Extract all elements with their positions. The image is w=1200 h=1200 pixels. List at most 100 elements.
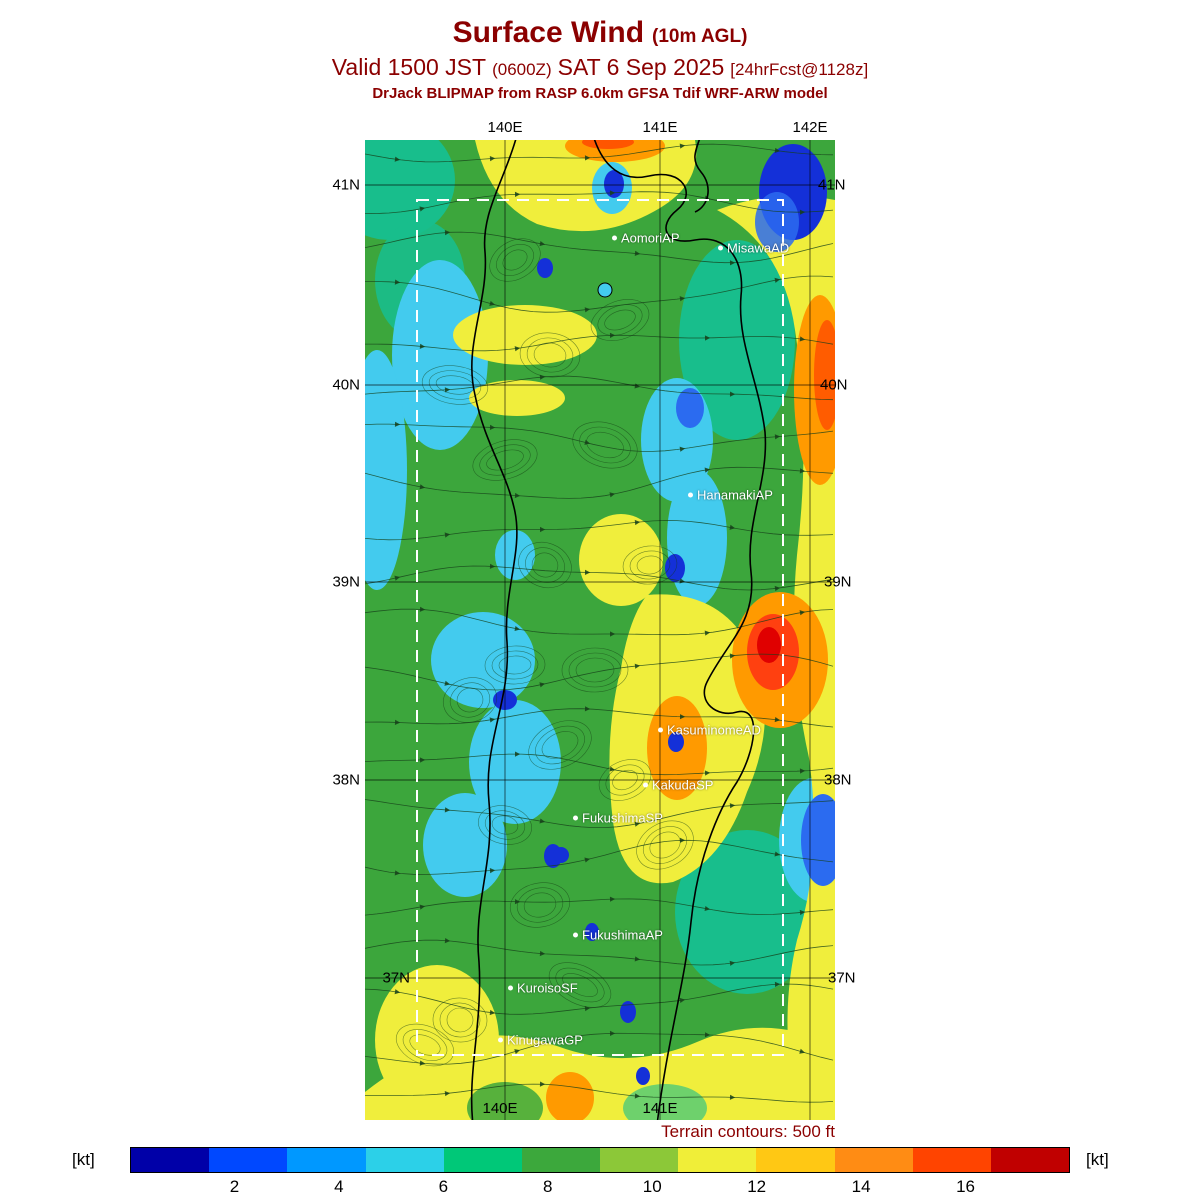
streamline-arrow-icon <box>799 336 806 342</box>
coastline-sea-of-japan <box>470 140 518 1120</box>
valid-date: SAT 6 Sep 2025 <box>557 54 725 80</box>
streamline-arrow-icon <box>704 335 711 341</box>
coastlines <box>470 140 767 1120</box>
colorbar-segment <box>443 1148 522 1172</box>
streamline-arrow-icon <box>444 387 451 393</box>
streamline-arrow-icon <box>540 526 546 533</box>
colorbar <box>130 1147 1070 1173</box>
streamline-arrow-icon <box>419 343 426 349</box>
colorbar-tick-label: 6 <box>438 1177 449 1196</box>
streamline-arrow-icon <box>679 714 686 720</box>
streamline-arrow-icon <box>729 653 736 659</box>
streamline-arrow-icon <box>539 950 546 957</box>
model-domain-box <box>416 199 784 1056</box>
forecast-tag: [24hrFcst@1128z] <box>730 60 869 79</box>
colorbar-tick-label: 2 <box>229 1177 240 1196</box>
streamline-arrow-icon <box>419 484 426 490</box>
colorbar-segment <box>521 1148 601 1172</box>
lon-label-top: 142E <box>792 119 828 136</box>
streamline-arrow-icon <box>444 680 451 686</box>
streamline-arrow-icon <box>729 1094 736 1100</box>
terrain-note: Terrain contours: 500 ft <box>661 1122 835 1141</box>
streamline-arrow-icon <box>584 307 591 313</box>
streamline-arrow-icon <box>394 575 401 581</box>
streamline-arrow-icon <box>444 807 451 813</box>
valid-time: Valid 1500 JST <box>331 54 487 80</box>
colorbar-segment <box>990 1148 1070 1172</box>
streamline-arrow-icon <box>584 857 591 863</box>
streamline-arrow-icon <box>634 383 641 389</box>
streamline-arrow-icon <box>539 818 546 824</box>
streamline-arrow-icon <box>514 346 521 352</box>
streamline-arrow-icon <box>394 870 401 876</box>
streamline-arrow-icon <box>489 156 496 162</box>
colorbar-segment <box>209 1148 288 1172</box>
streamline-arrow-icon <box>489 424 496 430</box>
streamline-arrow-icon <box>584 439 591 445</box>
colorbar-tick-label: 8 <box>543 1177 553 1196</box>
streamline-arrow-icon <box>774 147 781 153</box>
streamline-arrow-icon <box>394 156 401 162</box>
lon-label-top: 141E <box>642 119 678 136</box>
streamline-arrow-icon <box>584 155 591 161</box>
streamline-arrow-icon <box>774 851 781 857</box>
streamline-arrow-icon <box>444 1091 451 1097</box>
streamline-arrow-icon <box>419 206 426 212</box>
streamline-arrow-icon <box>514 899 521 905</box>
streamline-arrow-icon <box>729 960 736 966</box>
streamline-arrow-icon <box>799 209 806 215</box>
streamline-arrow-icon <box>444 532 451 538</box>
streamline-arrow-icon <box>704 467 711 473</box>
streamline-arrow-icon <box>799 768 806 774</box>
streamline-arrow-icon <box>634 250 641 256</box>
colorbar-segment <box>912 1148 991 1172</box>
streamline-arrow-icon <box>539 241 546 247</box>
title-line: Surface Wind (10m AGL) <box>0 16 1200 50</box>
wind-map: AomoriAP MisawaAD HanamakiAP KasuminomeAD Ka… <box>365 140 835 1120</box>
streamline-arrow-icon <box>444 938 451 944</box>
streamline-arrow-icon <box>394 719 401 725</box>
streamline-arrow-icon <box>514 625 521 632</box>
streamline-arrow-icon <box>514 751 521 757</box>
streamline-arrow-icon <box>679 296 686 302</box>
streamline-arrow-icon <box>514 1049 520 1055</box>
wind-map-svg <box>365 140 835 1120</box>
streamline-arrow-icon <box>489 717 496 723</box>
colorbar-segment <box>365 1148 444 1172</box>
streamline-arrow-icon <box>514 492 521 499</box>
streamline-arrow-icon <box>514 191 521 197</box>
streamline-arrow-icon <box>584 706 591 712</box>
lake-towada <box>597 282 613 298</box>
streamline-arrow-icon <box>609 332 616 338</box>
colorbar-segment <box>287 1148 366 1172</box>
valid-line: Valid 1500 JST (0600Z) SAT 6 Sep 2025 [24hr… <box>0 54 1200 81</box>
unit-label-left: [kt] <box>72 1150 95 1169</box>
model-info: DrJack BLIPMAP from RASP 6.0km GFSA Tdif… <box>372 85 828 102</box>
terrain-contour-lines <box>395 238 694 1067</box>
coastline-shimokita <box>694 140 709 213</box>
streamline-arrow-icon <box>539 1081 546 1087</box>
streamline-arrow-icon <box>634 821 641 827</box>
streamline-arrow-icon <box>489 563 496 569</box>
lat-label-left: 40N <box>332 376 360 394</box>
streamline-arrow-icon <box>679 446 686 452</box>
streamline-arrow-icon <box>444 230 451 236</box>
streamline-arrow-icon <box>634 519 641 526</box>
streamline-arrow-icon <box>609 190 616 196</box>
streamline-arrow-icon <box>634 663 641 669</box>
streamline-arrow-icon <box>419 1060 426 1066</box>
streamline-arrow-icon <box>704 770 711 776</box>
colorbar-segment <box>131 1148 210 1172</box>
colorbar-tick-labels: 2 4 6 8 10 12 14 16 <box>0 1177 1200 1200</box>
wind-streamlines <box>365 143 834 1103</box>
page-title: Surface Wind <box>452 16 645 49</box>
streamline-arrow-icon <box>774 277 781 283</box>
valid-zulu: (0600Z) <box>492 60 552 79</box>
streamline-arrow-icon <box>729 391 736 397</box>
page-title-note: (10m AGL) <box>652 26 748 47</box>
streamline-arrow-icon <box>799 610 806 616</box>
streamline-arrow-icon <box>729 260 736 266</box>
streamline-arrow-icon <box>584 1005 591 1012</box>
colorbar-segment <box>756 1148 835 1172</box>
